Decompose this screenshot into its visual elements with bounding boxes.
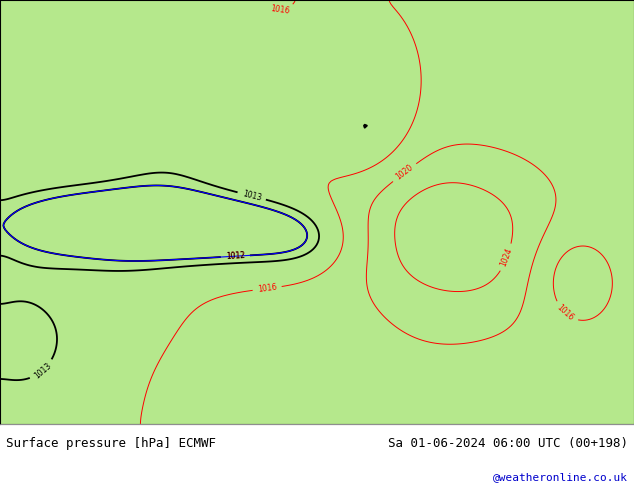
Text: @weatheronline.co.uk: @weatheronline.co.uk <box>493 472 628 482</box>
Text: Sa 01-06-2024 06:00 UTC (00+198): Sa 01-06-2024 06:00 UTC (00+198) <box>387 437 628 450</box>
Text: 1024: 1024 <box>499 247 514 268</box>
Text: 1016: 1016 <box>269 4 290 16</box>
Text: Surface pressure [hPa] ECMWF: Surface pressure [hPa] ECMWF <box>6 437 216 450</box>
Text: 1020: 1020 <box>394 163 415 182</box>
Text: 1016: 1016 <box>555 303 576 323</box>
Text: 1016: 1016 <box>257 283 277 294</box>
Text: 1012: 1012 <box>226 251 245 261</box>
Text: 1012: 1012 <box>226 251 245 261</box>
Text: 1013: 1013 <box>242 189 262 203</box>
Text: 1013: 1013 <box>32 361 53 380</box>
